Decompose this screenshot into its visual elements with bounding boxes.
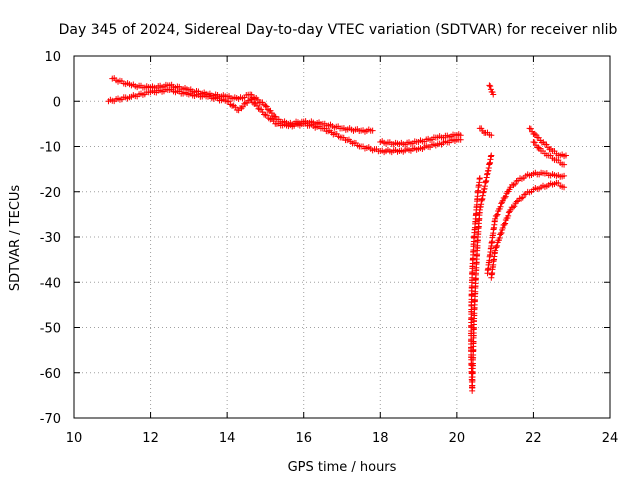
x-axis-label: GPS time / hours: [288, 460, 397, 475]
data-point: [562, 152, 569, 159]
data-point: [561, 172, 568, 179]
x-tick-label: 16: [295, 431, 312, 446]
data-point: [493, 212, 500, 219]
x-tick-label: 18: [372, 431, 389, 446]
data-point: [497, 203, 504, 210]
data-point: [512, 181, 519, 188]
data-point: [487, 83, 494, 90]
data-point: [535, 144, 542, 151]
data-point: [494, 211, 501, 218]
data-point: [490, 91, 497, 98]
data-point: [561, 161, 568, 168]
x-tick-label: 20: [449, 431, 466, 446]
data-point: [258, 106, 265, 113]
data-point: [248, 96, 255, 103]
data-points: [105, 75, 569, 394]
data-point: [247, 95, 254, 102]
data-point: [492, 247, 499, 254]
data-point: [254, 102, 261, 109]
y-axis: 10 0 -10 -20 -30 -40 -50 -60 -70: [40, 50, 610, 427]
data-point: [498, 229, 505, 236]
x-tick-label: 24: [602, 431, 619, 446]
data-point: [535, 134, 542, 141]
data-point: [505, 212, 512, 219]
data-point: [486, 82, 493, 89]
y-tick-label: -70: [40, 412, 61, 427]
data-point: [249, 99, 256, 106]
data-point: [561, 184, 568, 191]
data-point: [478, 125, 485, 132]
chart-title: Day 345 of 2024, Sidereal Day-to-day VTE…: [59, 22, 618, 38]
data-point: [488, 152, 495, 159]
y-tick-label: 10: [44, 50, 61, 65]
data-point: [457, 132, 464, 139]
y-tick-label: -10: [40, 141, 61, 156]
data-point: [513, 198, 520, 205]
x-tick-label: 22: [525, 431, 542, 446]
data-point: [488, 132, 495, 139]
data-point: [492, 215, 499, 222]
data-point: [494, 242, 501, 249]
data-point: [263, 103, 270, 110]
data-point: [496, 235, 503, 242]
data-point: [268, 109, 275, 116]
data-point: [241, 100, 248, 107]
data-point: [521, 191, 528, 198]
data-point: [239, 103, 246, 110]
data-point: [272, 113, 279, 120]
y-tick-label: -50: [40, 322, 61, 337]
data-point: [369, 127, 376, 134]
data-point: [238, 105, 245, 112]
data-point: [531, 130, 538, 137]
data-point: [511, 203, 518, 210]
data-point: [264, 106, 271, 113]
data-point: [531, 139, 538, 146]
data-point: [501, 194, 508, 201]
data-point: [507, 206, 514, 213]
grid: [74, 56, 610, 418]
y-tick-label: -20: [40, 186, 61, 201]
y-tick-label: -40: [40, 276, 61, 291]
data-point: [510, 204, 517, 211]
data-point: [262, 102, 269, 109]
y-tick-label: -30: [40, 231, 61, 246]
data-point: [499, 224, 506, 231]
x-axis: 10 12 14 16 18 20 22 24: [66, 56, 619, 446]
x-tick-label: 10: [66, 431, 83, 446]
y-tick-label: 0: [53, 95, 61, 110]
data-point: [493, 244, 500, 251]
y-tick-label: -60: [40, 367, 61, 382]
data-point: [513, 177, 520, 184]
x-tick-label: 12: [142, 431, 159, 446]
data-point: [519, 194, 526, 201]
y-axis-label: SDTVAR / TECUs: [8, 185, 23, 292]
data-point: [502, 193, 509, 200]
data-point: [527, 125, 534, 132]
x-tick-label: 14: [219, 431, 236, 446]
data-point: [501, 221, 508, 228]
data-point: [502, 220, 509, 227]
